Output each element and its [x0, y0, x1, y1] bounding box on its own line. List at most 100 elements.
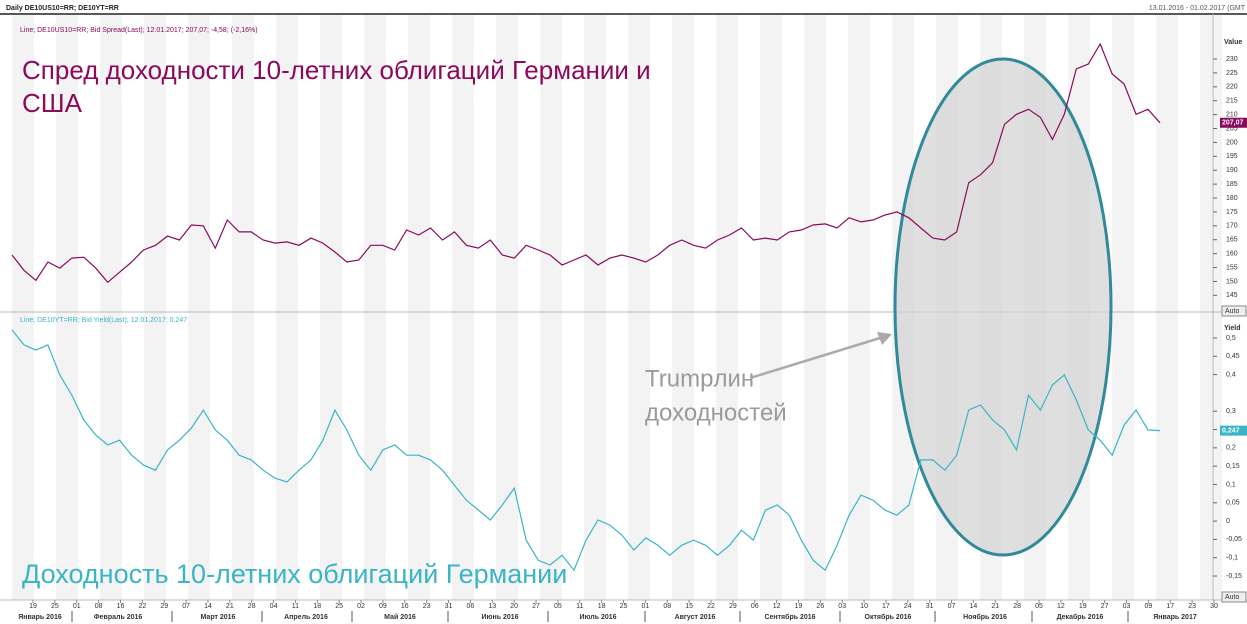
y-tick-label: 230 [1226, 56, 1238, 63]
stripe [848, 15, 870, 600]
x-tick-label: 19 [1079, 603, 1087, 610]
x-tick-label: 13 [488, 603, 496, 610]
month-label: Апрель 2016 [284, 614, 328, 621]
x-tick-label: 08 [663, 603, 671, 610]
annotation-arrow [749, 336, 881, 380]
x-tick-label: 24 [904, 603, 912, 610]
stripe [276, 15, 298, 600]
stripe [496, 15, 518, 600]
x-tick-label: 14 [970, 603, 978, 610]
x-tick-label: 18 [598, 603, 606, 610]
y-tick-label: 145 [1226, 292, 1238, 299]
y-tick-label: -0,15 [1226, 573, 1242, 580]
x-tick-label: 05 [1035, 603, 1043, 610]
header-title: Daily DE10US10=RR; DE10YT=RR [6, 5, 119, 12]
x-tick-label: 27 [1101, 603, 1109, 610]
x-tick-label: 19 [795, 603, 803, 610]
stripe [760, 15, 782, 600]
x-tick-label: 31 [445, 603, 453, 610]
series-line [11, 329, 1161, 572]
x-tick-label: 16 [401, 603, 409, 610]
y-tick-label: 220 [1226, 84, 1238, 91]
y-tick-label: 150 [1226, 278, 1238, 285]
month-label: Январь 2017 [1153, 614, 1197, 621]
x-tick-label: 23 [1188, 603, 1196, 610]
month-label: Май 2016 [384, 613, 416, 621]
y-tick-label: 180 [1226, 195, 1238, 202]
stripe [364, 15, 386, 600]
stripe [100, 15, 122, 600]
y-tick-label: 175 [1226, 209, 1238, 216]
x-tick-label: 12 [1057, 603, 1065, 610]
x-tick-label: 25 [335, 603, 343, 610]
month-label: Июнь 2016 [481, 614, 518, 621]
panel-title: Доходность 10-летних облигаций Германии [22, 559, 567, 589]
x-tick-label: 17 [882, 603, 890, 610]
stripe [584, 15, 606, 600]
stripe [320, 15, 342, 600]
month-label: Март 2016 [201, 614, 236, 621]
series-line [11, 42, 1161, 284]
x-tick-label: 22 [138, 603, 146, 610]
last-value-box [1220, 425, 1247, 436]
stripe [540, 15, 562, 600]
last-value-label: 207,07 [1222, 120, 1244, 127]
x-tick-label: 08 [95, 603, 103, 610]
x-tick-label: 23 [423, 603, 431, 610]
last-value-label: 0,247 [1222, 427, 1240, 434]
x-tick-label: 07 [182, 603, 190, 610]
x-tick-label: 17 [1166, 603, 1174, 610]
x-tick-label: 25 [51, 603, 59, 610]
x-tick-label: 09 [379, 603, 387, 610]
y-tick-label: 170 [1226, 223, 1238, 230]
y-tick-label: 0,05 [1226, 500, 1240, 507]
legend: Line; DE10US10=RR; Bid Spread(Last); 12.… [20, 27, 258, 34]
x-tick-label: 05 [554, 603, 562, 610]
y-tick-label: -0,05 [1226, 536, 1242, 543]
stripe [408, 15, 430, 600]
month-label: Декабрь 2016 [1057, 613, 1104, 621]
x-tick-label: 07 [948, 603, 956, 610]
y-tick-label: 215 [1226, 98, 1238, 105]
axis-label: Value [1224, 39, 1242, 46]
y-tick-label: 0,3 [1226, 408, 1236, 415]
x-tick-label: 03 [838, 603, 846, 610]
y-tick-label: 185 [1226, 181, 1238, 188]
stripe [144, 15, 166, 600]
stripe [232, 15, 254, 600]
stripe [452, 15, 474, 600]
x-tick-label: 22 [707, 603, 715, 610]
y-tick-label: 155 [1226, 264, 1238, 271]
y-tick-label: 0,15 [1226, 463, 1240, 470]
x-tick-label: 11 [576, 603, 583, 610]
x-tick-label: 31 [926, 603, 934, 610]
legend: Line; DE10YT=RR; Bid Yield(Last); 12.01.… [20, 317, 187, 324]
panel-title: США [22, 88, 83, 118]
y-tick-label: 205 [1226, 125, 1238, 132]
x-tick-label: 21 [226, 603, 234, 610]
x-tick-label: 26 [816, 603, 824, 610]
x-tick-label: 19 [29, 603, 37, 610]
month-label: Февраль 2016 [94, 614, 143, 621]
x-tick-label: 21 [991, 603, 999, 610]
x-tick-label: 06 [751, 603, 759, 610]
y-tick-label: 195 [1226, 153, 1238, 160]
auto-label: Auto [1225, 308, 1240, 315]
axis-label: Yield [1224, 325, 1240, 332]
x-tick-label: 28 [248, 603, 256, 610]
x-tick-label: 15 [685, 603, 693, 610]
arrow-head [877, 332, 892, 345]
y-tick-label: 165 [1226, 237, 1238, 244]
x-tick-label: 27 [532, 603, 540, 610]
y-tick-label: 225 [1226, 70, 1238, 77]
x-tick-label: 30 [1210, 603, 1218, 610]
x-tick-label: 11 [292, 603, 299, 610]
x-tick-label: 16 [117, 603, 125, 610]
month-label: Июль 2016 [579, 614, 616, 621]
annotation: Trumpлин [645, 365, 754, 392]
x-tick-label: 09 [1144, 603, 1152, 610]
x-tick-label: 14 [204, 603, 212, 610]
stripe [12, 15, 34, 600]
x-tick-label: 01 [641, 603, 649, 610]
month-label: Ноябрь 2016 [963, 613, 1007, 621]
